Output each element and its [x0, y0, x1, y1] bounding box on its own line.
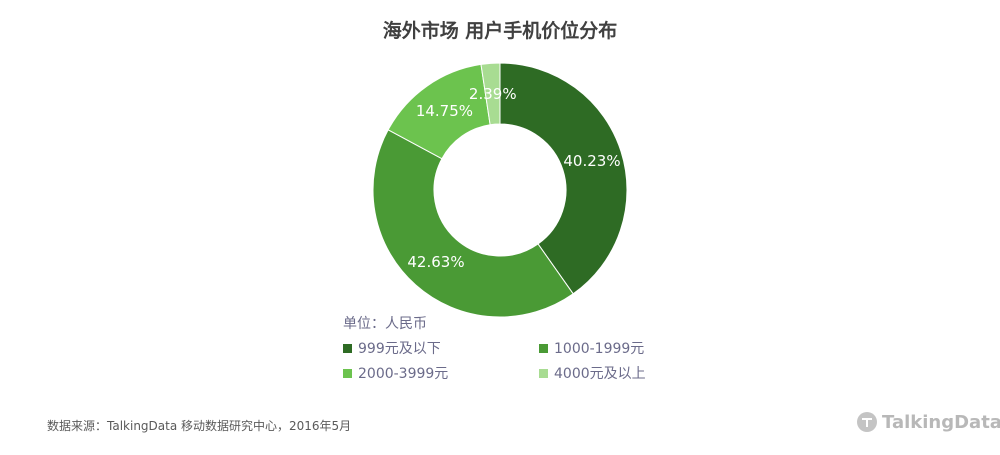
legend-label-2: 1000-1999元: [554, 341, 645, 357]
donut-slice-4: [480, 62, 501, 126]
legend-swatch-4: [539, 368, 548, 378]
legend-label-4: 4000元及以上: [554, 366, 646, 382]
brand-logo: TalkingData: [856, 411, 1000, 433]
legend-label-1: 999元及以下: [358, 341, 441, 357]
legend-swatch-1: [343, 343, 352, 353]
legend-label-3: 2000-3999元: [358, 366, 449, 382]
legend-item-1: 999元及以下: [343, 339, 441, 357]
chart-title: 海外市场 用户手机价位分布: [382, 20, 618, 42]
unit-label: 单位：人民币: [343, 316, 427, 332]
slice-label-3: 14.75%: [416, 102, 473, 120]
donut-slice-1: [499, 62, 628, 295]
slice-label-2: 42.63%: [407, 253, 464, 271]
legend-item-3: 2000-3999元: [343, 364, 448, 382]
slice-label-4: 2.39%: [469, 85, 517, 103]
brand-text: TalkingData: [882, 411, 1000, 433]
talkingdata-logo-icon: [857, 412, 877, 432]
legend-item-2: 1000-1999元: [539, 339, 644, 357]
donut-slice-2: [372, 129, 574, 318]
legend-item-4: 4000元及以上: [539, 364, 646, 382]
slice-label-1: 40.23%: [563, 152, 620, 170]
legend-swatch-2: [539, 343, 548, 353]
legend-swatch-3: [343, 368, 352, 378]
source-note: 数据来源：TalkingData 移动数据研究中心，2016年5月: [47, 419, 352, 433]
